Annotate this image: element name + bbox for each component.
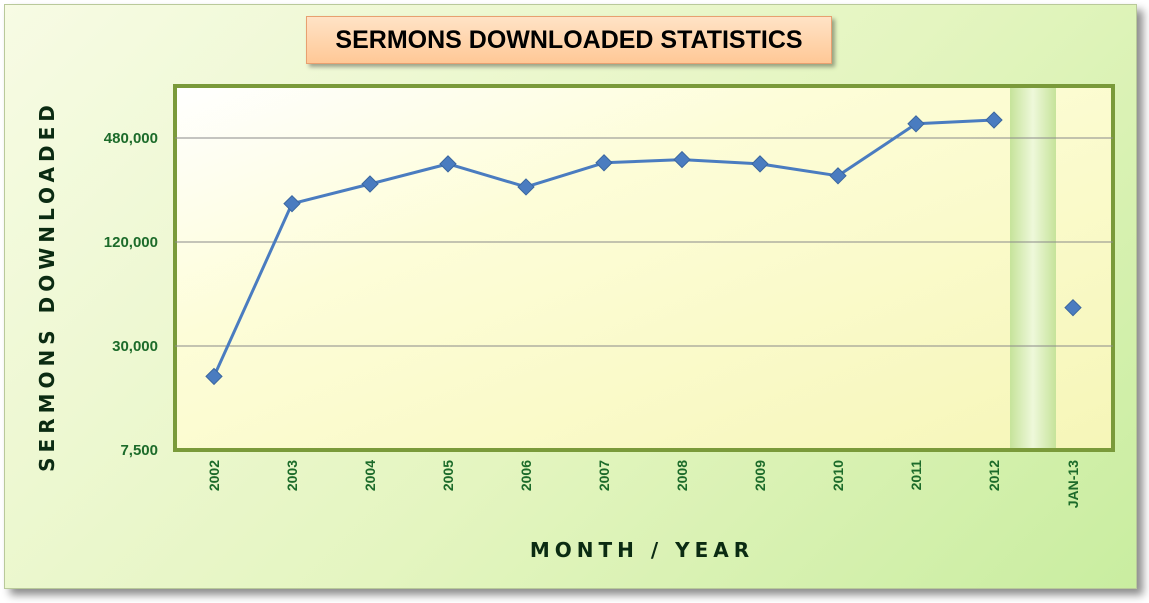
data-point bbox=[829, 167, 847, 185]
y-tick-label: 30,000 bbox=[112, 338, 158, 355]
x-tick-label: 2012 bbox=[986, 460, 1002, 491]
y-axis-title: SERMONS DOWNLOADED bbox=[35, 100, 59, 472]
gridlines bbox=[175, 137, 1113, 347]
data-point bbox=[361, 175, 379, 193]
separator-band bbox=[1010, 88, 1056, 448]
data-point bbox=[1064, 298, 1082, 317]
x-tick-label: JAN-13 bbox=[1065, 460, 1081, 508]
data-point bbox=[595, 154, 613, 172]
chart-title: SERMONS DOWNLOADED STATISTICS bbox=[306, 16, 832, 64]
x-tick-label: 2002 bbox=[206, 460, 222, 491]
x-tick-label: 2004 bbox=[362, 460, 378, 491]
plot-area bbox=[173, 84, 1115, 452]
y-tick-label: 7,500 bbox=[120, 442, 158, 459]
x-axis-title: MONTH / YEAR bbox=[530, 538, 754, 562]
data-point bbox=[673, 150, 691, 169]
x-tick-label: 2009 bbox=[752, 460, 768, 491]
data-point bbox=[439, 155, 457, 173]
x-tick-label: 2011 bbox=[908, 460, 924, 491]
data-point bbox=[283, 194, 301, 213]
x-tick-label: 2003 bbox=[284, 460, 300, 491]
y-axis-ticks: 7,500 30,000 120,000 480,000 bbox=[104, 130, 158, 459]
x-tick-label: 2007 bbox=[596, 460, 612, 491]
x-tick-label: 2010 bbox=[830, 460, 846, 491]
series-layer bbox=[205, 111, 1082, 386]
data-point bbox=[907, 115, 925, 133]
data-point bbox=[517, 178, 535, 196]
x-axis-ticks: 2002 2003 2004 2005 2006 2007 2008 2009 2010 2011… bbox=[206, 460, 1081, 508]
x-tick-label: 2008 bbox=[674, 460, 690, 491]
y-tick-label: 120,000 bbox=[104, 234, 158, 251]
data-point bbox=[205, 367, 223, 386]
x-tick-label: 2006 bbox=[518, 460, 534, 491]
data-point bbox=[751, 155, 769, 173]
data-point bbox=[985, 111, 1003, 129]
x-tick-label: 2005 bbox=[440, 460, 456, 491]
y-tick-label: 480,000 bbox=[104, 130, 158, 147]
